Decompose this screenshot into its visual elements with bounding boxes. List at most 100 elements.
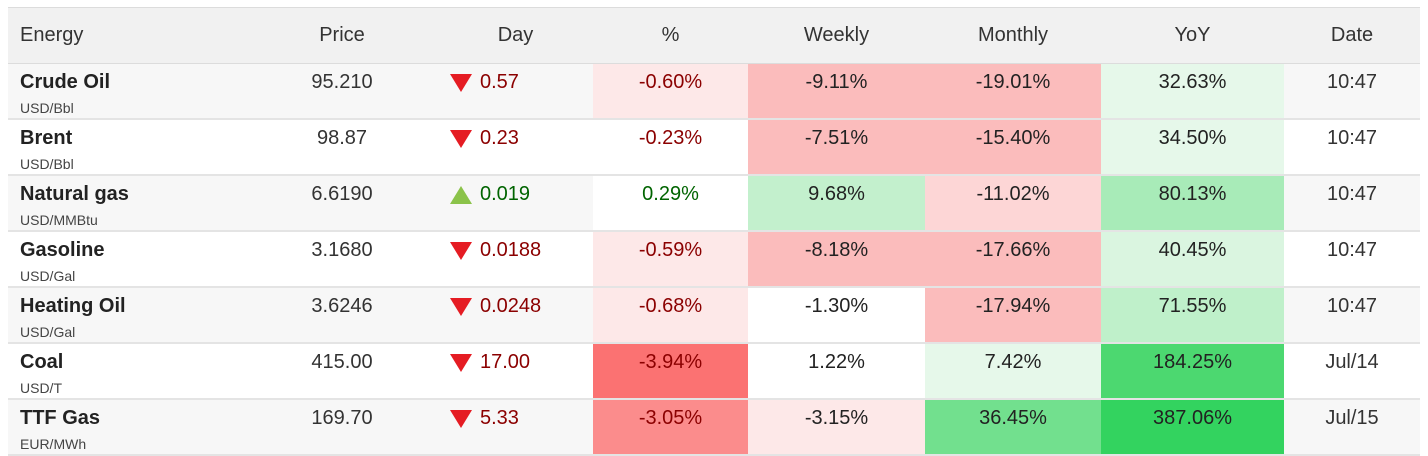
commodity-cell: TTF Gas EUR/MWh — [8, 399, 246, 456]
commodity-name-link[interactable]: Natural gas — [20, 183, 129, 205]
commodity-unit: USD/Gal — [20, 268, 76, 284]
monthly-change-cell: 7.42% — [925, 343, 1101, 400]
percent-change-cell: -0.68% — [593, 287, 748, 344]
weekly-change-cell: -8.18% — [748, 231, 925, 288]
yoy-change-value: 40.45% — [1158, 239, 1227, 261]
header-monthly[interactable]: Monthly — [925, 7, 1101, 64]
day-change-cell: 0.23 — [438, 119, 593, 176]
table-row: Gasoline USD/Gal 3.1680 0.0188 -0.59% -8.18% -… — [8, 231, 1420, 288]
percent-change-value: 0.29% — [642, 183, 699, 205]
yoy-change-cell: 80.13% — [1101, 175, 1284, 232]
monthly-change-value: -17.66% — [975, 239, 1051, 261]
commodity-unit: USD/T — [20, 380, 62, 396]
monthly-change-value: -17.94% — [975, 295, 1051, 317]
day-change-cell: 0.019 — [438, 175, 593, 232]
date-value: 10:47 — [1326, 239, 1378, 261]
energy-table-container: Energy Price Day % Weekly Monthly YoY Da… — [8, 7, 1420, 456]
monthly-change-value: 7.42% — [984, 351, 1042, 373]
day-change-cell: 17.00 — [438, 343, 593, 400]
header-day[interactable]: Day — [438, 7, 593, 64]
price-cell: 3.6246 — [246, 287, 438, 344]
monthly-change-value: -15.40% — [975, 127, 1051, 149]
header-percent[interactable]: % — [593, 7, 748, 64]
monthly-change-cell: -11.02% — [925, 175, 1101, 232]
price-cell: 169.70 — [246, 399, 438, 456]
commodity-cell: Brent USD/Bbl — [8, 119, 246, 176]
header-yoy[interactable]: YoY — [1101, 7, 1284, 64]
table-row: Natural gas USD/MMBtu 6.6190 0.019 0.29% 9.68… — [8, 175, 1420, 232]
day-change-value: 0.0188 — [480, 239, 542, 261]
commodity-unit: USD/Gal — [20, 324, 76, 340]
monthly-change-cell: -15.40% — [925, 119, 1101, 176]
day-change-cell: 0.0188 — [438, 231, 593, 288]
percent-change-cell: 0.29% — [593, 175, 748, 232]
arrow-down-icon — [450, 129, 472, 148]
price-cell: 95.210 — [246, 63, 438, 120]
price-value: 415.00 — [311, 351, 373, 373]
header-price[interactable]: Price — [246, 7, 438, 64]
percent-change-value: -0.68% — [638, 295, 703, 317]
table-row: Coal USD/T 415.00 17.00 -3.94% 1.22% 7.42% 184.… — [8, 343, 1420, 400]
date-cell: Jul/15 — [1284, 399, 1420, 456]
yoy-change-value: 71.55% — [1158, 295, 1227, 317]
commodity-name-link[interactable]: Gasoline — [20, 239, 105, 261]
weekly-change-value: 9.68% — [808, 183, 865, 205]
day-change-value: 5.33 — [480, 407, 519, 429]
date-cell: 10:47 — [1284, 119, 1420, 176]
yoy-change-cell: 40.45% — [1101, 231, 1284, 288]
commodity-name-link[interactable]: Heating Oil — [20, 295, 126, 317]
monthly-change-cell: -17.94% — [925, 287, 1101, 344]
table-body: Crude Oil USD/Bbl 95.210 0.57 -0.60% -9.11% -1… — [8, 63, 1420, 456]
percent-change-value: -3.05% — [638, 407, 703, 429]
monthly-change-value: -19.01% — [975, 71, 1051, 93]
energy-table: Energy Price Day % Weekly Monthly YoY Da… — [8, 7, 1420, 456]
yoy-change-cell: 34.50% — [1101, 119, 1284, 176]
header-energy[interactable]: Energy — [8, 7, 246, 64]
arrow-down-icon — [450, 297, 472, 316]
table-header: Energy Price Day % Weekly Monthly YoY Da… — [8, 7, 1420, 64]
percent-change-cell: -0.59% — [593, 231, 748, 288]
price-value: 95.210 — [311, 71, 373, 93]
day-change-cell: 0.0248 — [438, 287, 593, 344]
percent-change-value: -0.23% — [638, 127, 703, 149]
percent-change-cell: -0.60% — [593, 63, 748, 120]
table-row: Heating Oil USD/Gal 3.6246 0.0248 -0.68% -1.3… — [8, 287, 1420, 344]
yoy-change-cell: 184.25% — [1101, 343, 1284, 400]
arrow-down-icon — [450, 353, 472, 372]
yoy-change-value: 184.25% — [1153, 351, 1232, 373]
monthly-change-cell: 36.45% — [925, 399, 1101, 456]
commodity-unit: USD/Bbl — [20, 100, 74, 116]
commodity-cell: Gasoline USD/Gal — [8, 231, 246, 288]
commodity-name-link[interactable]: Crude Oil — [20, 71, 111, 93]
price-value: 98.87 — [316, 127, 368, 149]
header-date[interactable]: Date — [1284, 7, 1420, 64]
day-change-value: 0.019 — [480, 183, 531, 205]
price-value: 169.70 — [311, 407, 373, 429]
date-value: 10:47 — [1326, 127, 1378, 149]
date-value: 10:47 — [1326, 71, 1378, 93]
yoy-change-value: 34.50% — [1158, 127, 1227, 149]
day-change-value: 0.57 — [480, 71, 519, 93]
date-value: 10:47 — [1326, 183, 1378, 205]
commodity-unit: USD/MMBtu — [20, 212, 98, 228]
monthly-change-value: 36.45% — [979, 407, 1047, 429]
price-cell: 6.6190 — [246, 175, 438, 232]
price-cell: 3.1680 — [246, 231, 438, 288]
percent-change-value: -0.60% — [638, 71, 703, 93]
commodity-name-link[interactable]: Coal — [20, 351, 64, 373]
arrow-down-icon — [450, 73, 472, 92]
yoy-change-cell: 32.63% — [1101, 63, 1284, 120]
commodity-name-link[interactable]: Brent — [20, 127, 73, 149]
commodity-unit: USD/Bbl — [20, 156, 74, 172]
commodity-name-link[interactable]: TTF Gas — [20, 407, 101, 429]
header-weekly[interactable]: Weekly — [748, 7, 925, 64]
yoy-change-value: 80.13% — [1158, 183, 1227, 205]
header-row: Energy Price Day % Weekly Monthly YoY Da… — [8, 7, 1420, 64]
yoy-change-cell: 387.06% — [1101, 399, 1284, 456]
monthly-change-value: -11.02% — [976, 183, 1050, 205]
commodity-cell: Natural gas USD/MMBtu — [8, 175, 246, 232]
arrow-down-icon — [450, 409, 472, 428]
table-row: Crude Oil USD/Bbl 95.210 0.57 -0.60% -9.11% -1… — [8, 63, 1420, 120]
percent-change-cell: -3.05% — [593, 399, 748, 456]
date-cell: Jul/14 — [1284, 343, 1420, 400]
